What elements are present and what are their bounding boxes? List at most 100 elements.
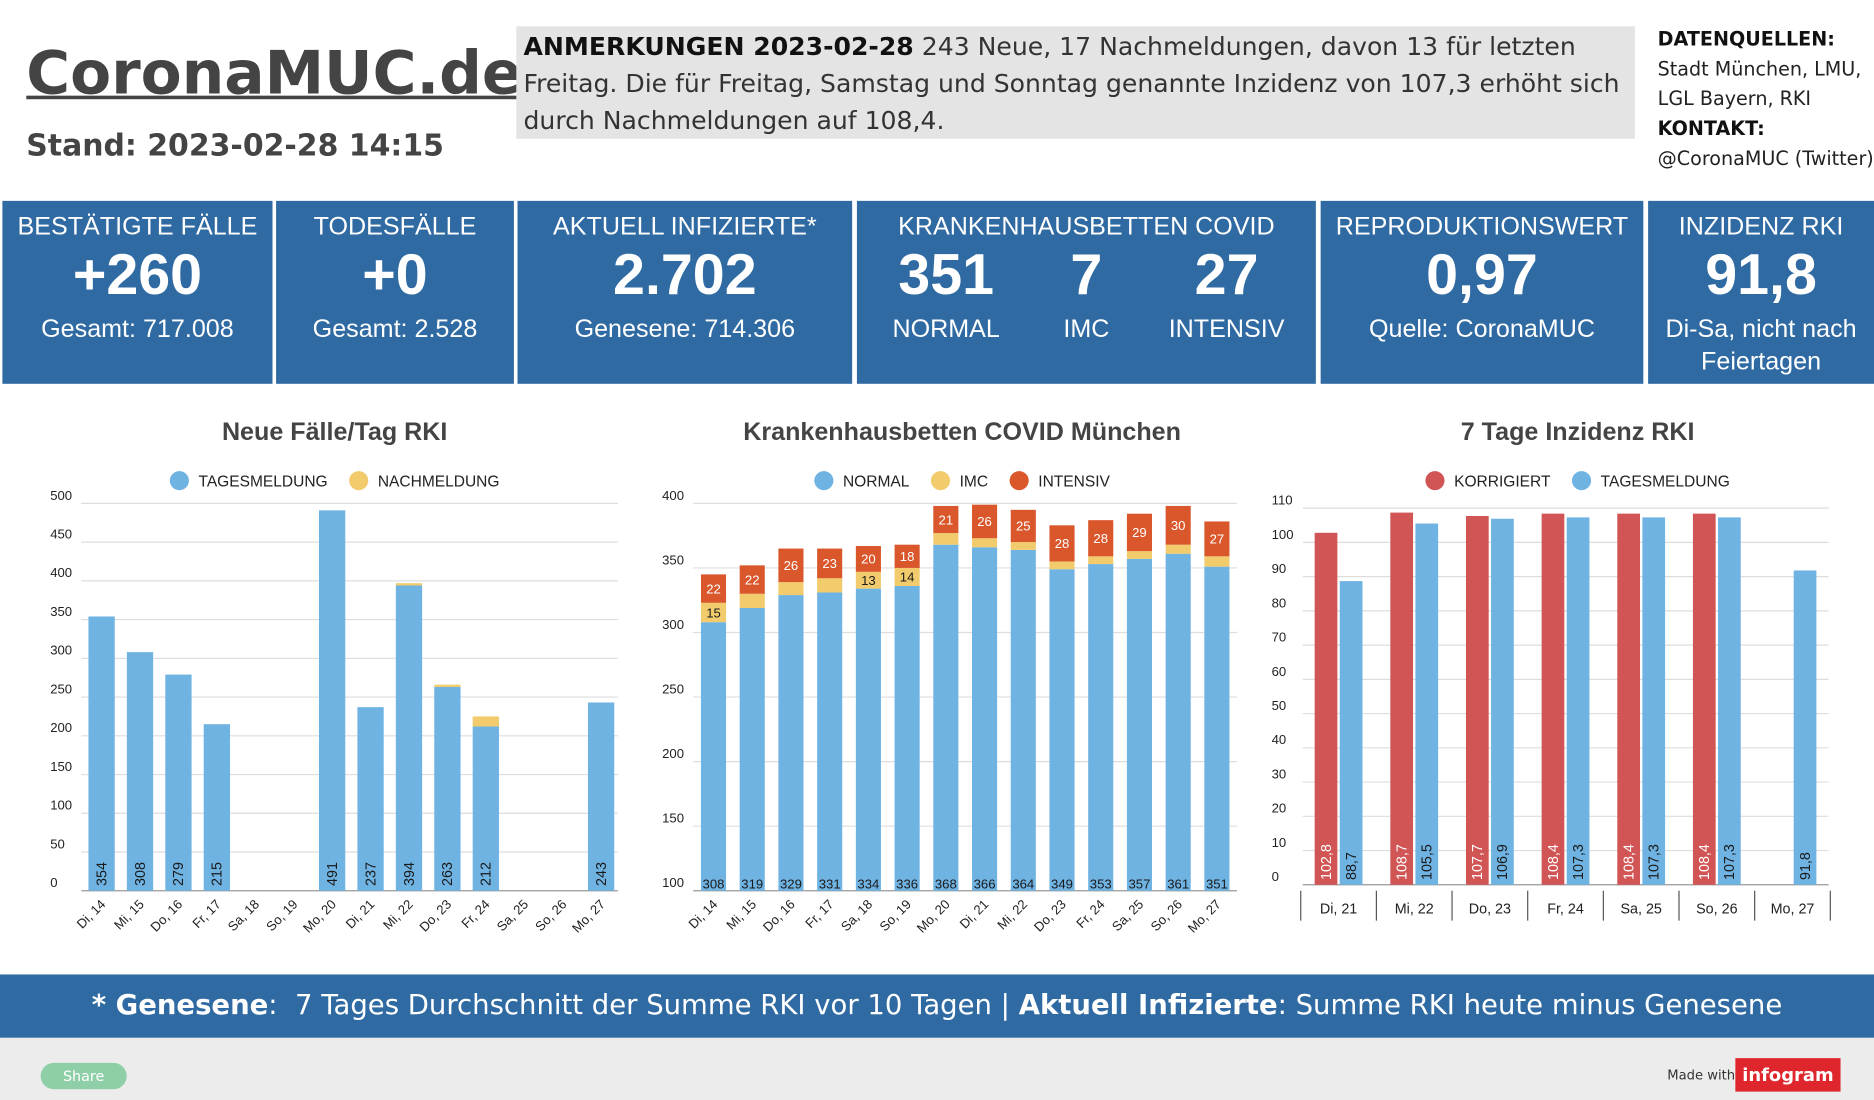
y-tick-label: 110 [1272, 493, 1293, 508]
kpi: TODESFÄLLE +0 Gesamt: 2.528 [276, 200, 514, 384]
y-tick-label: 400 [50, 565, 72, 580]
x-tick-label: Mo, 27 [1185, 897, 1224, 936]
y-tick-label: 300 [50, 643, 72, 658]
footer-text: : Summe RKI heute minus Genesene [1277, 989, 1783, 1022]
bar [1390, 512, 1414, 885]
legend-label: IMC [960, 474, 988, 491]
data-label: 308 [703, 876, 725, 891]
bar [1314, 532, 1338, 885]
kpi-value: +260 [72, 243, 203, 308]
data-label: 22 [706, 581, 721, 596]
x-tick-label: Do, 23 [1031, 897, 1069, 935]
x-tick-label: Mi, 22 [1395, 901, 1434, 917]
bar [933, 505, 959, 534]
source-line: LGL Bayern, RKI [1657, 87, 1812, 110]
source-line: Stadt München, LMU, [1657, 57, 1862, 81]
data-label: 394 [402, 862, 418, 886]
data-label: 26 [784, 558, 799, 573]
bar [817, 578, 843, 593]
bar [972, 538, 998, 548]
note: ANMERKUNGEN 2023-02-28 243 Neue, 17 Nach… [516, 26, 1635, 139]
bar [1541, 513, 1565, 885]
site-title[interactable]: CoronaMUC.de [26, 38, 523, 108]
x-tick-label: So, 19 [263, 897, 300, 934]
data-label: 491 [325, 862, 341, 886]
x-tick-label: Mo, 27 [1771, 901, 1815, 917]
bar [1165, 505, 1191, 545]
note-text: 243 Neue, 17 Nachmeldungen, davon 13 für… [523, 32, 1620, 136]
kpi-title: KRANKENHAUSBETTEN COVID [898, 212, 1275, 241]
kpi: INZIDENZ RKI 91,8 Di-Sa, nicht nach Feiert… [1648, 200, 1874, 384]
legend: NORMAL IMC INTENSIV [814, 471, 1111, 491]
kpi-sub: Quelle: CoronaMUC [1368, 315, 1595, 344]
y-tick-label: 30 [1272, 766, 1287, 781]
x-tick-label: Fr, 24 [1547, 901, 1584, 917]
bar [972, 547, 998, 891]
bar [1718, 517, 1741, 885]
kpi-value: 0,97 [1426, 243, 1538, 308]
kpi: AKTUELL INFIZIERTE* 2.702 Genesene: 714.30… [517, 200, 853, 384]
legend-swatch [349, 471, 369, 491]
data-label: 107,7 [1470, 844, 1486, 880]
data-label: 22 [745, 572, 760, 587]
kpi-title: BESTÄTIGTE FÄLLE [17, 212, 258, 241]
chart-title: 7 Tage Inzidenz RKI [1461, 418, 1695, 446]
y-tick-label: 0 [50, 875, 57, 890]
x-tick-label: Di, 21 [957, 897, 992, 932]
data-label: 26 [977, 514, 992, 529]
data-label: 15 [706, 605, 721, 620]
bar [165, 674, 192, 891]
footer-term: Aktuell Infizierte [1018, 989, 1278, 1022]
bar [395, 585, 423, 891]
data-label: 29 [1132, 525, 1147, 540]
y-tick-label: 100 [1272, 527, 1294, 542]
bar [933, 544, 959, 891]
data-label: 357 [1129, 876, 1151, 891]
data-label: 20 [861, 552, 876, 567]
bar [894, 544, 920, 568]
bar [739, 593, 765, 608]
data-label: 108,7 [1394, 844, 1410, 880]
bar [1088, 520, 1114, 557]
y-tick-label: 50 [1272, 698, 1287, 713]
bar [972, 504, 998, 539]
bar [1204, 556, 1230, 567]
legend-label: INTENSIV [1038, 474, 1110, 491]
kpi-values: 351 7 27 [857, 244, 1316, 309]
kpi-value: 2.702 [613, 243, 757, 308]
made-with: Made with [1667, 1067, 1736, 1084]
x-tick-label: Fr, 17 [802, 897, 836, 931]
kpi-title: REPRODUKTIONSWERT [1335, 212, 1629, 241]
bar [1088, 564, 1114, 891]
x-tick-label: Mi, 15 [111, 897, 147, 933]
bar [126, 652, 154, 891]
bar [778, 582, 804, 596]
data-label: 215 [210, 862, 226, 886]
x-tick-label: Mi, 22 [380, 897, 416, 933]
x-tick-label: Fr, 24 [458, 897, 492, 931]
kpi-sub: Di-Sa, nicht nach Feiertagen [1665, 315, 1857, 376]
bar [1010, 509, 1036, 543]
footer-text: : 7 Tages Durchschnitt der Summe RKI vor… [268, 989, 1019, 1022]
brand[interactable]: infogram [1735, 1058, 1841, 1092]
bar [1088, 556, 1114, 565]
x-tick-label: Sa, 25 [1109, 897, 1146, 934]
sources: DATENQUELLEN: Stadt München, LMU, LGL Ba… [1658, 24, 1874, 173]
x-tick-label: Do, 16 [147, 897, 185, 935]
x-tick-label: So, 19 [877, 897, 914, 934]
data-label: 88,7 [1344, 852, 1360, 880]
share-button[interactable]: Share [40, 1062, 127, 1090]
contact: @CoronaMUC (Twitter) [1657, 147, 1874, 170]
bar [1465, 516, 1489, 885]
bar [1617, 513, 1640, 885]
bar [434, 684, 461, 687]
bar [894, 586, 920, 891]
bar [778, 548, 804, 583]
data-label: 23 [822, 556, 837, 571]
data-label: 349 [1051, 876, 1073, 891]
footer: * Genesene: 7 Tages Durchschnitt der Sum… [0, 974, 1874, 1038]
bar [472, 726, 499, 891]
kpi-value: +0 [362, 243, 428, 308]
